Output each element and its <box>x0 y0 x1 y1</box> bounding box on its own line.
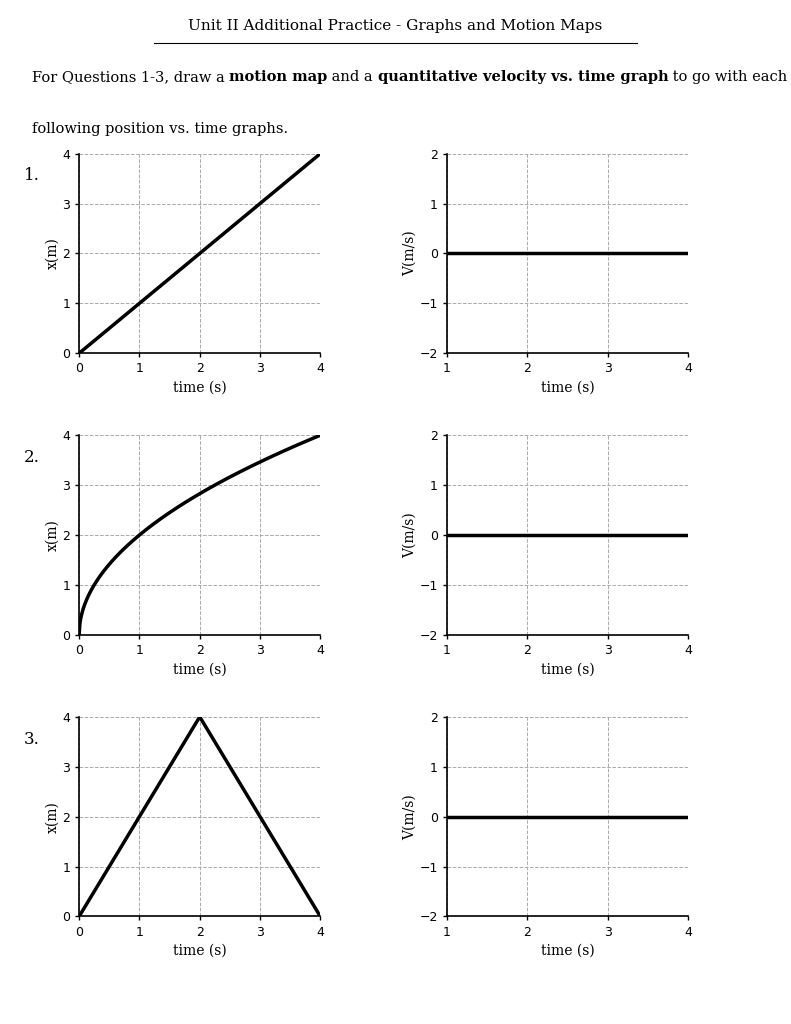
Text: motion map: motion map <box>229 70 327 84</box>
X-axis label: time (s): time (s) <box>173 381 226 395</box>
Text: quantitative velocity vs. time graph: quantitative velocity vs. time graph <box>377 70 668 84</box>
Text: 1.: 1. <box>24 167 40 184</box>
Text: 2.: 2. <box>24 449 40 466</box>
Text: For Questions 1-3, draw a: For Questions 1-3, draw a <box>32 70 229 84</box>
Y-axis label: x(m): x(m) <box>45 801 59 833</box>
Text: and a: and a <box>327 70 377 84</box>
Y-axis label: V(m/s): V(m/s) <box>403 794 417 840</box>
Y-axis label: x(m): x(m) <box>45 238 59 269</box>
Text: Unit II Additional Practice - Graphs and Motion Maps: Unit II Additional Practice - Graphs and… <box>188 18 603 33</box>
X-axis label: time (s): time (s) <box>173 663 226 677</box>
Text: 3.: 3. <box>24 730 40 748</box>
Text: to go with each of the: to go with each of the <box>668 70 791 84</box>
Y-axis label: V(m/s): V(m/s) <box>403 230 417 276</box>
X-axis label: time (s): time (s) <box>541 944 594 958</box>
Text: following position vs. time graphs.: following position vs. time graphs. <box>32 122 288 135</box>
X-axis label: time (s): time (s) <box>173 944 226 958</box>
Y-axis label: x(m): x(m) <box>45 519 59 551</box>
Y-axis label: V(m/s): V(m/s) <box>403 512 417 558</box>
X-axis label: time (s): time (s) <box>541 663 594 677</box>
X-axis label: time (s): time (s) <box>541 381 594 395</box>
